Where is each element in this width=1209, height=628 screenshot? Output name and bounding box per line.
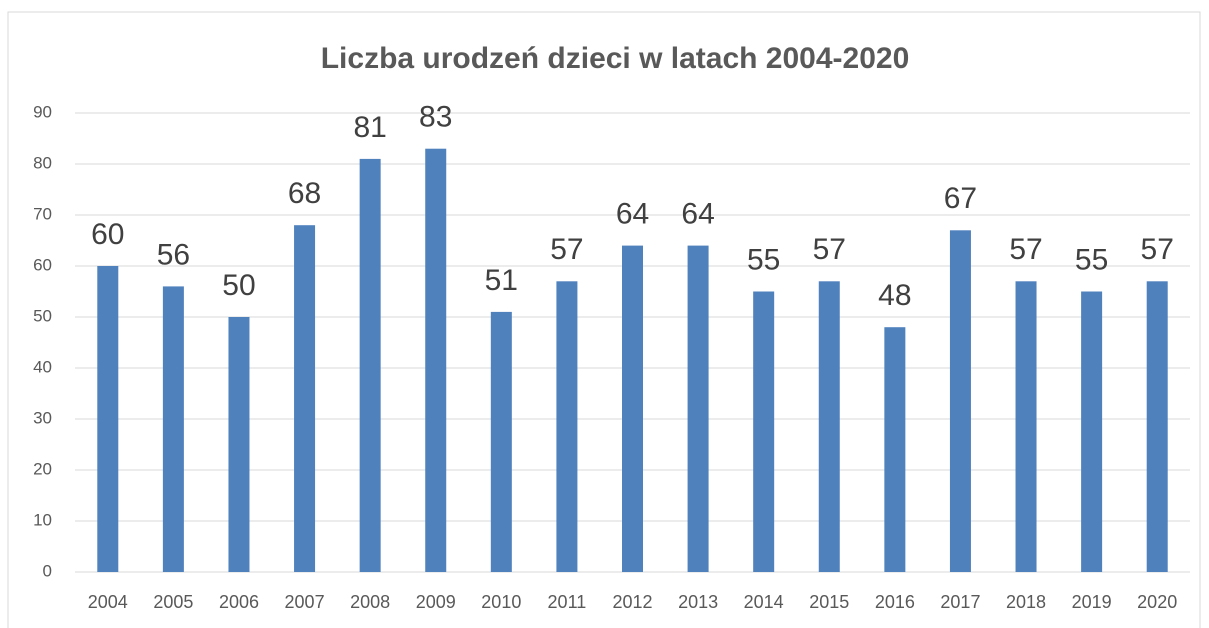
- data-label: 55: [747, 243, 780, 276]
- bar: [162, 286, 184, 572]
- x-tick-label: 2016: [875, 592, 915, 612]
- x-tick-label: 2013: [678, 592, 718, 612]
- y-tick-label: 80: [33, 153, 52, 172]
- x-tick-label: 2020: [1137, 592, 1177, 612]
- bar: [556, 281, 578, 572]
- y-tick-label: 90: [33, 102, 52, 121]
- x-tick-label: 2017: [940, 592, 980, 612]
- x-tick-label: 2011: [548, 592, 587, 612]
- data-label: 57: [550, 233, 583, 266]
- x-tick-label: 2019: [1072, 592, 1112, 612]
- y-tick-label: 20: [33, 459, 52, 478]
- x-tick-label: 2012: [612, 592, 652, 612]
- bar: [1015, 281, 1037, 572]
- y-tick-label: 40: [33, 357, 52, 376]
- x-tick-label: 2014: [744, 592, 784, 612]
- chart-frame: [7, 11, 1201, 628]
- data-label: 57: [1009, 233, 1042, 266]
- bar: [753, 291, 775, 572]
- data-label: 51: [485, 264, 518, 297]
- data-label: 81: [353, 111, 386, 144]
- y-tick-label: 70: [33, 204, 52, 223]
- y-tick-label: 0: [43, 561, 52, 580]
- x-tick-label: 2015: [809, 592, 849, 612]
- bar: [425, 148, 447, 572]
- x-tick-label: 2008: [350, 592, 390, 612]
- y-tick-label: 50: [33, 306, 52, 325]
- bar: [294, 225, 316, 572]
- bar: [622, 245, 643, 572]
- bar: [687, 245, 709, 572]
- bar: [818, 281, 840, 572]
- bar: [1081, 291, 1103, 572]
- chart-title: Liczba urodzeń dzieci w latach 2004-2020: [321, 42, 910, 75]
- x-tick-label: 2007: [285, 592, 325, 612]
- data-label: 48: [878, 279, 911, 312]
- data-label: 57: [1141, 233, 1174, 266]
- x-tick-label: 2009: [416, 592, 456, 612]
- bar: [949, 230, 971, 573]
- data-label: 64: [616, 198, 649, 231]
- data-label: 60: [91, 218, 124, 251]
- bar: [884, 327, 906, 572]
- x-tick-label: 2004: [88, 592, 128, 612]
- data-label: 55: [1075, 243, 1108, 276]
- data-label: 50: [222, 269, 255, 302]
- data-label: 57: [813, 233, 846, 266]
- bar: [1146, 281, 1168, 572]
- bar: [228, 317, 250, 572]
- bar: [359, 158, 381, 572]
- bar: [97, 266, 119, 572]
- data-label: 83: [419, 101, 452, 134]
- bar: [490, 311, 512, 572]
- x-tick-label: 2005: [153, 592, 193, 612]
- data-label: 64: [681, 198, 714, 231]
- y-tick-label: 10: [33, 510, 52, 529]
- data-label: 67: [944, 182, 977, 215]
- x-tick-label: 2018: [1006, 592, 1046, 612]
- data-label: 68: [288, 177, 321, 210]
- y-tick-label: 60: [33, 255, 52, 274]
- x-tick-label: 2010: [481, 592, 521, 612]
- data-label: 56: [157, 238, 190, 271]
- y-tick-label: 30: [33, 408, 52, 427]
- x-tick-label: 2006: [219, 592, 259, 612]
